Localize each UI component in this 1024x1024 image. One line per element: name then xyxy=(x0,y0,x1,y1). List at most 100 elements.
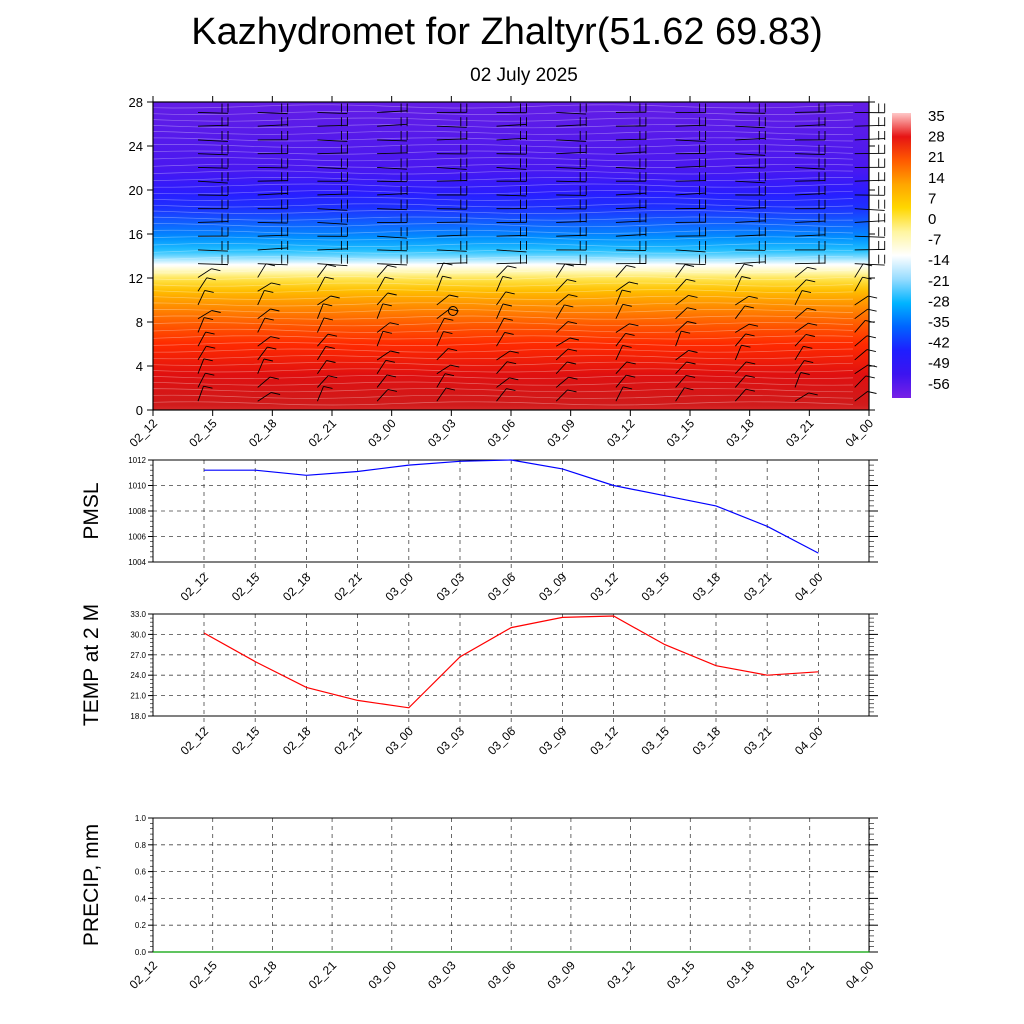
wind-barb xyxy=(794,279,807,292)
wind-barb xyxy=(377,263,408,266)
x-tick-label: 03_21 xyxy=(783,958,817,992)
wind-barb xyxy=(626,361,636,365)
wind-barb xyxy=(317,208,348,211)
wind-barb xyxy=(436,138,467,141)
wind-barb xyxy=(854,391,868,402)
contour-line xyxy=(152,342,854,346)
contour-line xyxy=(152,368,854,373)
x-tick-label: 03_18 xyxy=(690,724,724,758)
wind-barb xyxy=(794,193,826,196)
wind-barb xyxy=(622,344,632,348)
wind-barb xyxy=(204,317,214,321)
wind-barb xyxy=(197,124,229,127)
wind-barb xyxy=(257,336,271,347)
wind-barb xyxy=(257,124,288,127)
x-tick-label: 02_21 xyxy=(306,416,340,450)
wind-barb xyxy=(805,334,815,337)
wind-barb xyxy=(735,125,766,129)
wind-barb xyxy=(376,331,384,347)
wind-barb xyxy=(377,110,408,113)
wind-barb xyxy=(197,180,229,184)
x-tick-label: 02_15 xyxy=(229,570,263,604)
x-tick-label: 03_12 xyxy=(604,958,638,992)
wind-barb xyxy=(687,321,697,324)
wind-barb xyxy=(808,322,818,326)
wind-barb xyxy=(496,262,527,265)
wind-barb xyxy=(197,268,212,278)
y-tick-label: 27.0 xyxy=(130,651,146,660)
contour-line xyxy=(152,289,854,294)
wind-barb xyxy=(436,276,443,292)
wind-barb xyxy=(436,180,467,182)
wind-barb xyxy=(794,234,826,237)
wind-barb xyxy=(688,294,698,298)
contour-line xyxy=(152,269,854,274)
wind-barb xyxy=(257,263,288,266)
wind-barb xyxy=(443,331,453,335)
contour-line xyxy=(152,124,854,129)
wind-barb xyxy=(734,388,747,402)
y-tick-label: 20 xyxy=(129,183,143,198)
wind-barb xyxy=(808,392,818,396)
wind-barb xyxy=(556,112,587,115)
wind-barb xyxy=(496,291,507,306)
contour-line xyxy=(152,236,854,241)
wind-barb xyxy=(854,276,863,292)
wind-barb xyxy=(803,345,813,349)
wind-barb xyxy=(197,167,229,169)
y-tick-label: 1008 xyxy=(128,507,146,516)
wind-barb xyxy=(794,266,808,278)
wind-barb xyxy=(555,376,569,388)
wind-barb xyxy=(324,276,334,280)
wind-barb xyxy=(794,392,809,402)
colorbar xyxy=(892,113,911,398)
x-tick-label: 03_12 xyxy=(604,416,638,450)
colorbar-label: 35 xyxy=(928,108,945,125)
wind-barb xyxy=(257,180,288,182)
wind-barb xyxy=(675,331,682,347)
wind-barb xyxy=(257,346,268,361)
wind-barb xyxy=(257,192,288,196)
wind-barb xyxy=(794,167,826,170)
x-tick-label: 03_06 xyxy=(485,958,519,992)
wind-barb xyxy=(675,295,689,306)
wind-barb xyxy=(556,234,587,237)
wind-barb xyxy=(806,279,816,283)
wind-barb xyxy=(567,361,577,365)
y-tick-label: 1.0 xyxy=(135,814,147,823)
wind-barb xyxy=(257,247,288,251)
x-tick-label: 03_15 xyxy=(638,724,672,758)
wind-barb xyxy=(623,386,633,390)
y-tick-label: 0.2 xyxy=(135,921,147,930)
colorbar-label: 0 xyxy=(928,211,936,228)
wind-barb xyxy=(387,388,397,392)
wind-barb xyxy=(568,294,578,298)
wind-barb xyxy=(735,261,766,265)
wind-barb xyxy=(197,139,229,142)
x-tick-label: 04_00 xyxy=(792,570,826,604)
wind-barb xyxy=(257,290,265,306)
wind-barb xyxy=(317,124,348,127)
wind-barb xyxy=(615,304,624,319)
y-tick-label: 18.0 xyxy=(130,712,146,721)
y-axis-label: PMSL xyxy=(80,482,103,539)
wind-barb xyxy=(675,249,706,253)
wind-barb xyxy=(734,361,747,375)
wind-barb xyxy=(688,350,698,353)
contour-line xyxy=(152,335,854,340)
wind-barb xyxy=(317,264,328,278)
x-tick-label: 02_21 xyxy=(331,724,365,758)
x-tick-label: 03_06 xyxy=(485,570,519,604)
wind-barb xyxy=(568,376,578,380)
wind-barb xyxy=(377,235,408,239)
contour-line xyxy=(152,190,854,195)
contour-line xyxy=(152,328,854,333)
wind-barb xyxy=(205,372,215,376)
contour-line xyxy=(152,137,854,142)
y-tick-label: 33.0 xyxy=(130,610,146,619)
x-tick-label: 03_21 xyxy=(783,416,817,450)
wind-barb xyxy=(675,387,685,402)
x-tick-label: 03_09 xyxy=(536,570,570,604)
x-tick-label: 03_21 xyxy=(741,570,775,604)
wind-barb xyxy=(376,276,386,292)
